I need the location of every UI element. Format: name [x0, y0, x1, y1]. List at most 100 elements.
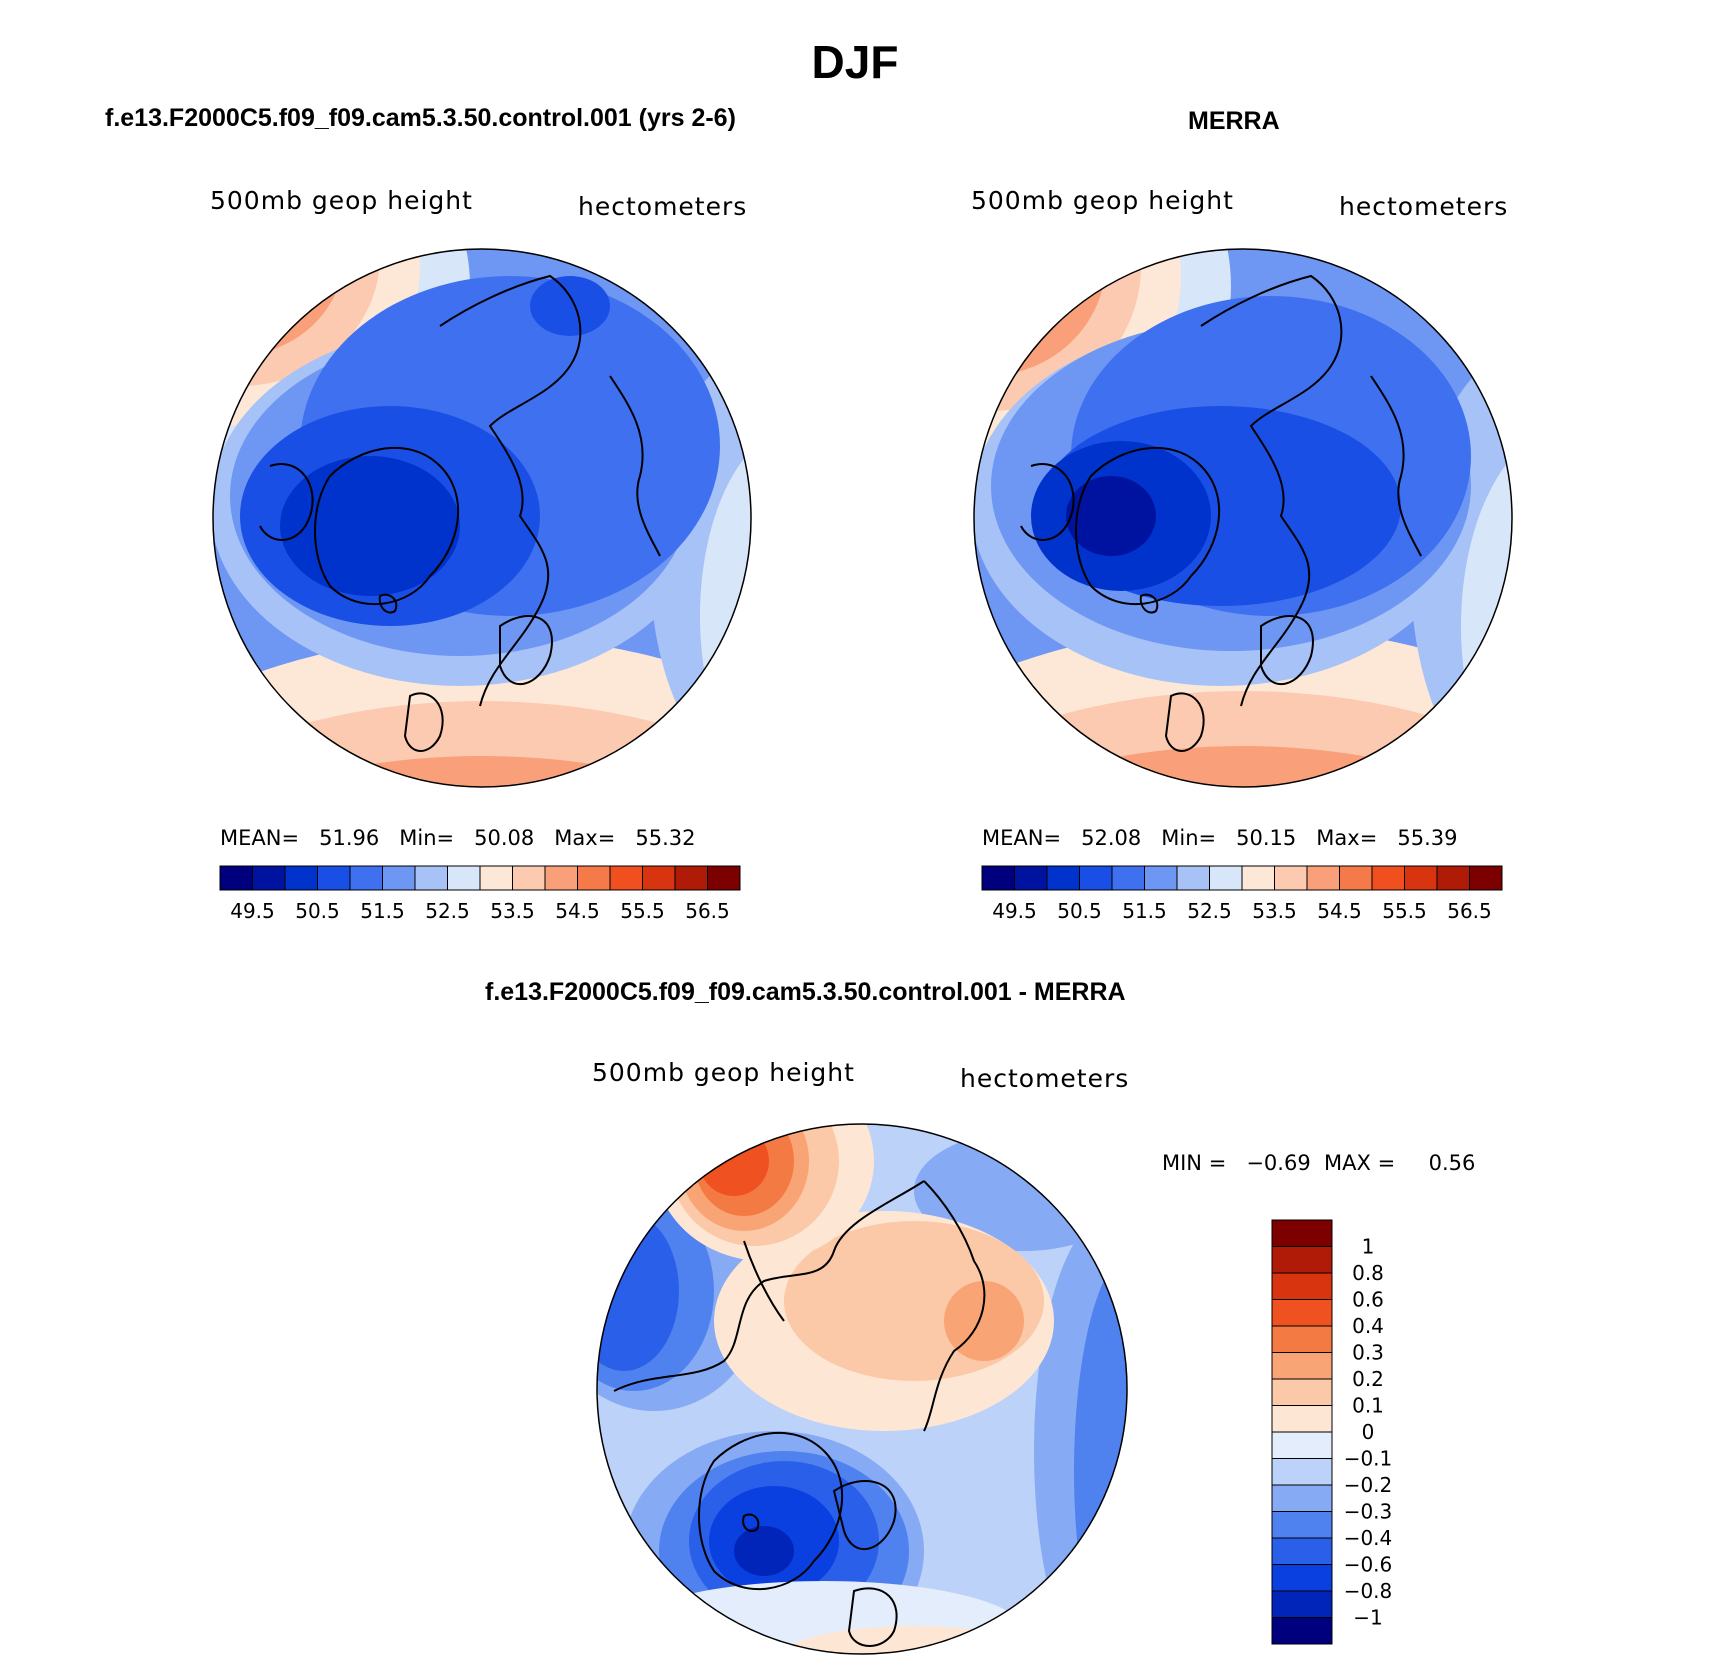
colorbar-swatch: [577, 865, 611, 891]
colorbar-swatch: [609, 865, 643, 891]
panel2-title: MERRA: [1188, 107, 1280, 135]
panel1-max-value: 55.32: [635, 826, 696, 850]
colorbar-swatch: [349, 865, 383, 891]
colorbar-tick-label: 53.5: [1252, 899, 1297, 923]
colorbar-tick-label: 55.5: [620, 899, 665, 923]
panel2-variable-label: 500mb geop height: [971, 186, 1234, 215]
colorbar-tick-label: 49.5: [992, 899, 1037, 923]
colorbar-tick-label: 51.5: [360, 899, 405, 923]
colorbar-swatch: [1339, 865, 1373, 891]
panel3-variable-label: 500mb geop height: [592, 1058, 855, 1087]
colorbar-tick-label: 0: [1362, 1420, 1375, 1444]
panel2-stats: MEAN= 52.08 Min= 50.15 Max= 55.39: [982, 825, 1457, 851]
colorbar-tick-label: −0.6: [1344, 1553, 1393, 1577]
colorbar-swatch: [1209, 865, 1243, 891]
colorbar-swatch: [1271, 1590, 1333, 1618]
colorbar-swatch: [1271, 1325, 1333, 1353]
colorbar-tick-label: 0.3: [1352, 1341, 1384, 1365]
colorbar-swatch: [642, 865, 676, 891]
colorbar-tick-label: 0.1: [1352, 1394, 1384, 1418]
colorbar-tick-label: 1: [1362, 1235, 1375, 1259]
panel3-min-label: MIN =: [1162, 1151, 1227, 1175]
panel1-colorbar: 49.5 50.5 51.5 52.5 53.5 54.5 55.5 56.5: [219, 865, 741, 923]
colorbar-swatch: [981, 865, 1015, 891]
colorbar-swatch: [1371, 865, 1405, 891]
colorbar-swatch: [1271, 1484, 1333, 1512]
colorbar-swatch: [1404, 865, 1438, 891]
colorbar-swatch: [1436, 865, 1470, 891]
colorbar-tick-label: 50.5: [295, 899, 340, 923]
colorbar-swatch: [382, 865, 416, 891]
colorbar-swatch: [1111, 865, 1145, 891]
panel2-max-value: 55.39: [1397, 826, 1458, 850]
colorbar-swatch: [1469, 865, 1503, 891]
colorbar-swatch: [544, 865, 578, 891]
panel1-mean-value: 51.96: [319, 826, 380, 850]
colorbar-tick-label: 0.4: [1352, 1314, 1384, 1338]
colorbar-swatch: [1271, 1272, 1333, 1300]
panel2-mean-label: MEAN=: [982, 826, 1062, 850]
panel3-min-value: −0.69: [1246, 1151, 1311, 1175]
colorbar-swatch: [1176, 865, 1210, 891]
colorbar-tick-label: 0.6: [1352, 1288, 1384, 1312]
colorbar-swatch: [1144, 865, 1178, 891]
colorbar-swatch: [414, 865, 448, 891]
colorbar-swatch: [1271, 1458, 1333, 1486]
colorbar-swatch: [1271, 1246, 1333, 1274]
panel1-mean-label: MEAN=: [220, 826, 300, 850]
panel3-colorbar: 10.8 0.60.4 0.30.2 0.10 −0.1−0.2 −0.3−0.4 −0.6…: [1271, 1219, 1393, 1645]
colorbar-swatch: [1241, 865, 1275, 891]
panel1-min-value: 50.08: [474, 826, 535, 850]
colorbar-swatch: [1271, 1299, 1333, 1327]
panel1-title: f.e13.F2000C5.f09_f09.cam5.3.50.control.…: [105, 104, 736, 132]
colorbar-swatch: [219, 865, 253, 891]
panel2-colorbar: 49.5 50.5 51.5 52.5 53.5 54.5 55.5 56.5: [981, 865, 1503, 923]
colorbar-swatch: [447, 865, 481, 891]
colorbar-swatch: [479, 865, 513, 891]
colorbar-tick-label: 0.8: [1352, 1261, 1384, 1285]
colorbar-tick-label: 52.5: [425, 899, 470, 923]
colorbar-swatch: [1271, 1378, 1333, 1406]
colorbar-tick-label: −0.4: [1344, 1526, 1393, 1550]
colorbar-swatch: [1274, 865, 1308, 891]
colorbar-tick-label: 54.5: [1317, 899, 1362, 923]
colorbar-swatch: [1014, 865, 1048, 891]
colorbar-tick-label: 51.5: [1122, 899, 1167, 923]
colorbar-swatch: [1271, 1352, 1333, 1380]
colorbar-tick-label: 50.5: [1057, 899, 1102, 923]
colorbar-swatch: [1271, 1431, 1333, 1459]
panel2-min-label: Min=: [1161, 826, 1217, 850]
panel3-polar-map: [596, 1123, 1128, 1655]
page-title: DJF: [811, 36, 899, 88]
colorbar-tick-label: 0.2: [1352, 1367, 1384, 1391]
colorbar-tick-label: 55.5: [1382, 899, 1427, 923]
colorbar-swatch: [1306, 865, 1340, 891]
panel1-stats: MEAN= 51.96 Min= 50.08 Max= 55.32: [220, 825, 695, 851]
colorbar-swatch: [674, 865, 708, 891]
panel1-polar-map: [212, 248, 752, 788]
panel3-title: f.e13.F2000C5.f09_f09.cam5.3.50.control.…: [485, 978, 1126, 1006]
panel1-min-label: Min=: [399, 826, 455, 850]
colorbar-tick-label: 54.5: [555, 899, 600, 923]
colorbar-swatch: [252, 865, 286, 891]
panel2-min-value: 50.15: [1236, 826, 1297, 850]
panel3-max-value: 0.56: [1428, 1151, 1476, 1175]
colorbar-tick-label: −0.3: [1344, 1500, 1393, 1524]
colorbar-tick-label: −0.8: [1344, 1579, 1393, 1603]
colorbar-swatch: [1079, 865, 1113, 891]
colorbar-tick-label: 56.5: [1447, 899, 1492, 923]
colorbar-tick-label: 52.5: [1187, 899, 1232, 923]
panel2-polar-map: [973, 248, 1513, 788]
colorbar-swatch: [1271, 1219, 1333, 1247]
colorbar-swatch: [1046, 865, 1080, 891]
panel2-max-label: Max=: [1316, 826, 1378, 850]
colorbar-swatch: [1271, 1617, 1333, 1645]
colorbar-swatch: [1271, 1405, 1333, 1433]
panel3-max-label: MAX =: [1324, 1151, 1396, 1175]
colorbar-swatch: [1271, 1537, 1333, 1565]
colorbar-swatch: [284, 865, 318, 891]
panel3-units-label: hectometers: [960, 1064, 1130, 1093]
colorbar-tick-label: −0.1: [1344, 1447, 1393, 1471]
colorbar-tick-label: 49.5: [230, 899, 275, 923]
panel1-variable-label: 500mb geop height: [210, 186, 473, 215]
